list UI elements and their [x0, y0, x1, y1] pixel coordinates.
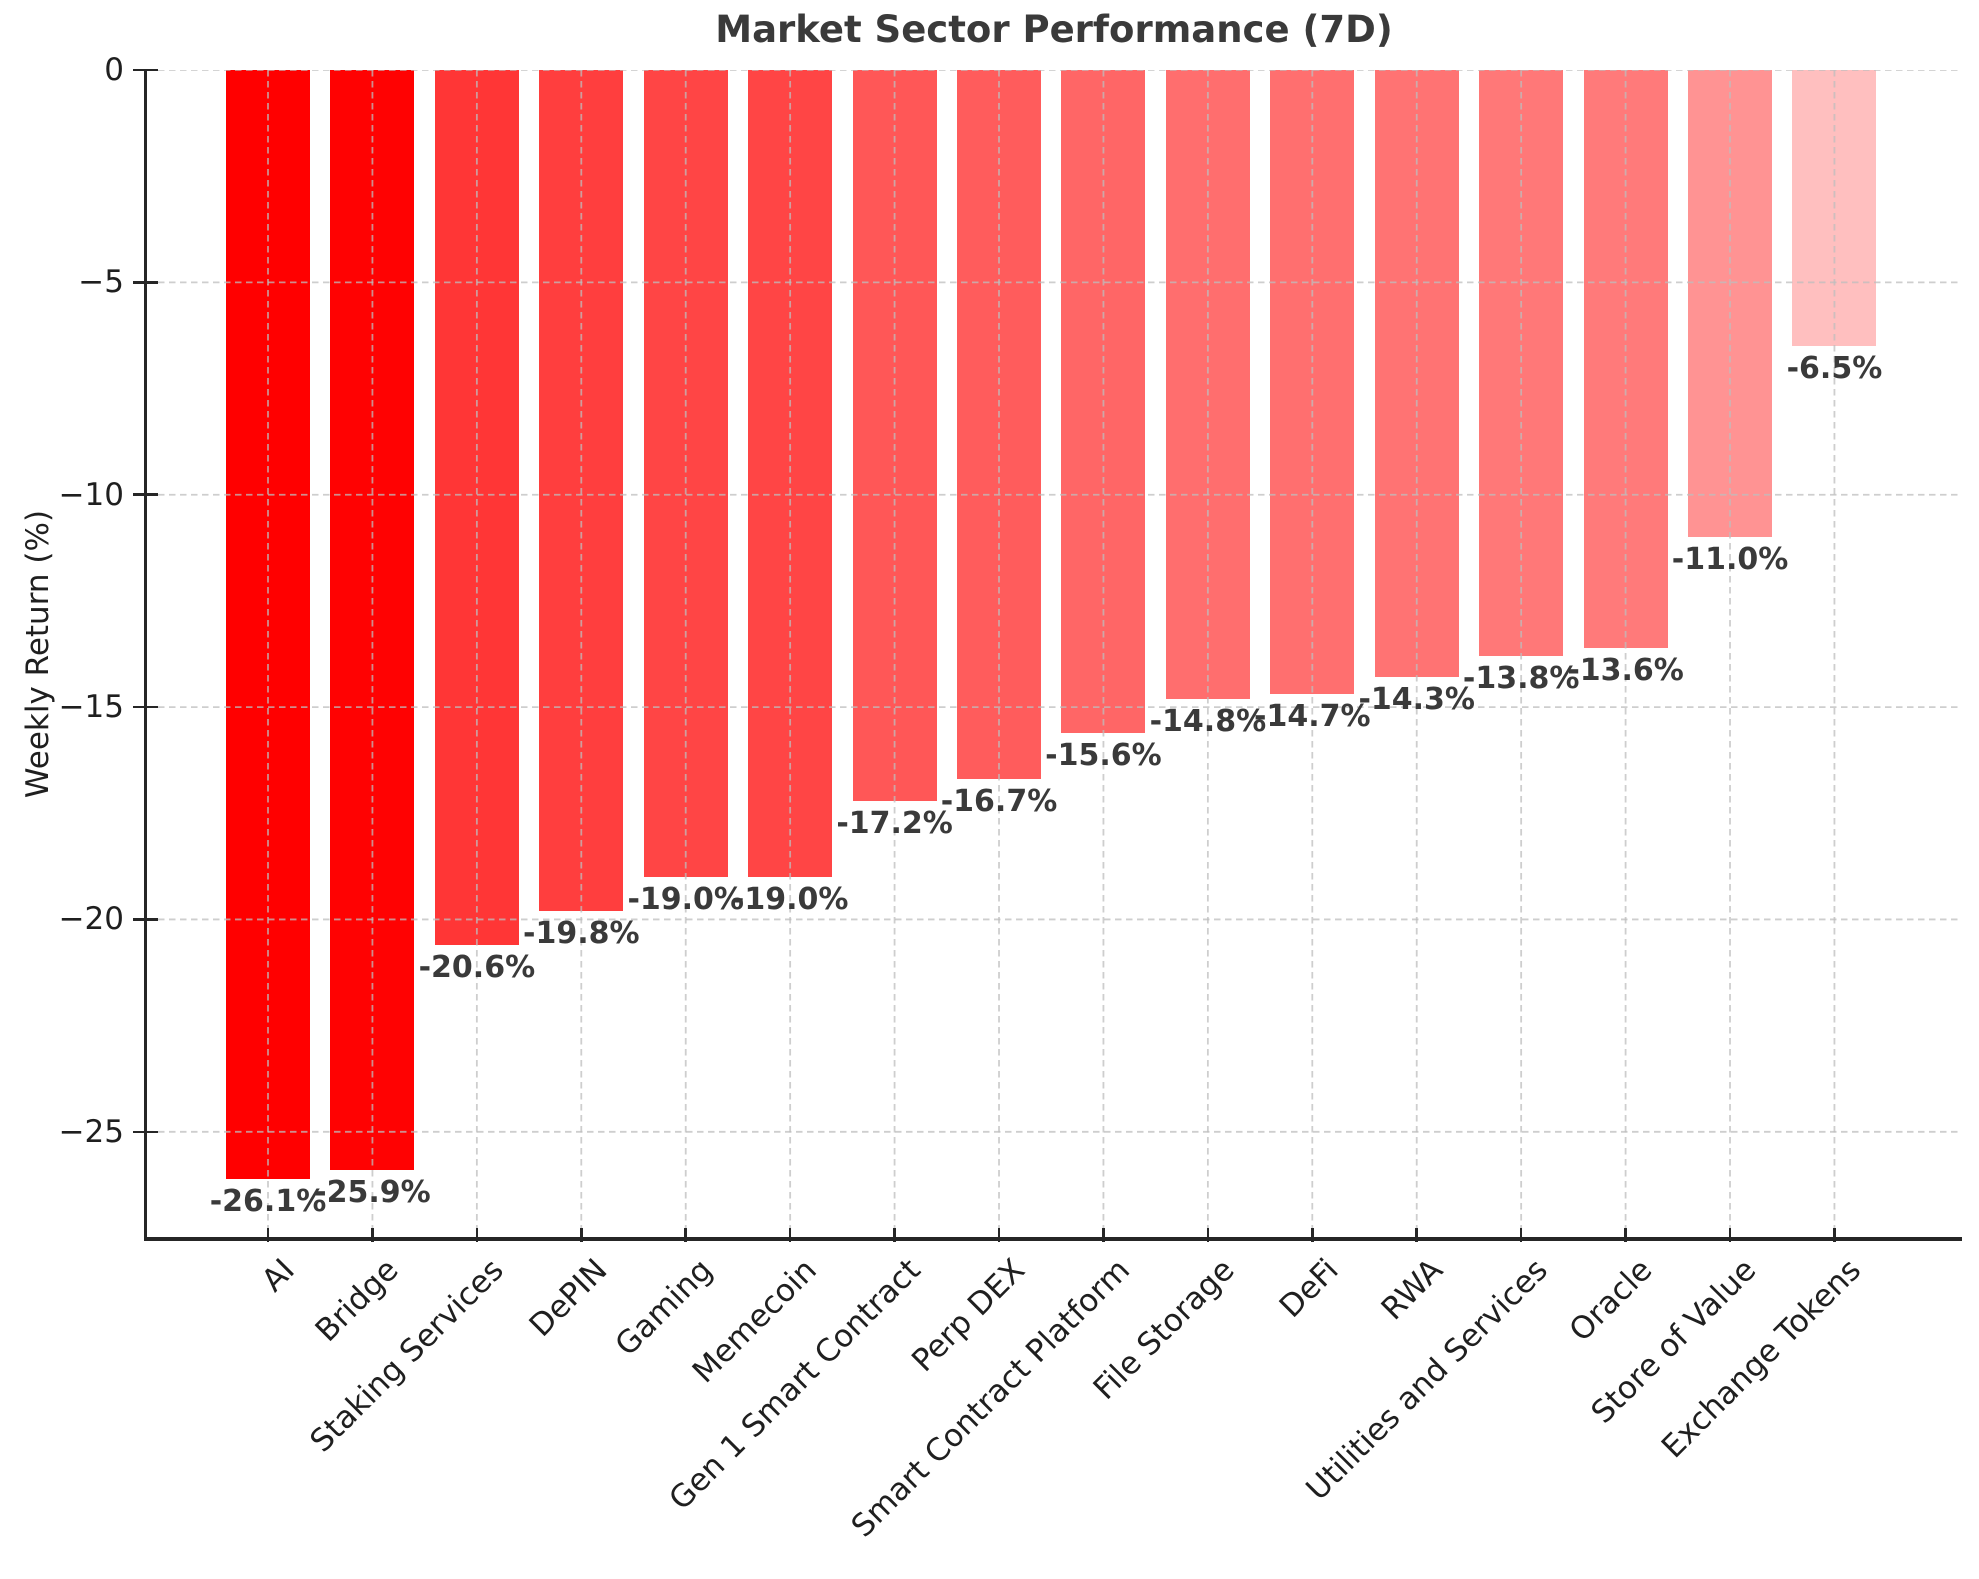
bar-value-label: -19.8% — [523, 915, 640, 951]
bar-depin — [539, 70, 624, 911]
x-tick-label-staking-services: Staking Services — [302, 1251, 511, 1459]
x-tick-mark — [1415, 1228, 1418, 1242]
y-tick-mark — [133, 1130, 158, 1134]
bar-gen-1-smart-contract — [852, 70, 937, 801]
bar-value-label: -13.8% — [1462, 661, 1580, 697]
bar-value-label: -15.6% — [1045, 737, 1162, 773]
bar-value-label: -19.0% — [731, 881, 849, 917]
bar-value-label: -16.7% — [940, 784, 1058, 820]
y-tick-label: −5 — [78, 264, 124, 301]
bar-value-label: -13.6% — [1567, 652, 1684, 688]
bar-value-label: -25.9% — [314, 1175, 431, 1211]
y-tick-mark — [133, 705, 158, 709]
bar-value-label: -20.6% — [418, 949, 536, 985]
x-tick-label-rwa: RWA — [1374, 1251, 1451, 1327]
y-tick-label: 0 — [104, 52, 124, 88]
bar-store-of-value — [1688, 70, 1773, 538]
bar-file-storage — [1165, 70, 1250, 699]
x-tick-mark — [1206, 1228, 1210, 1242]
bar-memecoin — [748, 70, 833, 877]
chart-title: Market Sector Performance (7D) — [715, 8, 1393, 51]
y-tick-label: −10 — [58, 476, 124, 513]
bar-value-label: -6.5% — [1786, 351, 1883, 387]
x-tick-mark — [266, 1228, 270, 1242]
x-tick-mark — [475, 1228, 479, 1242]
y-tick-mark — [133, 68, 158, 72]
bar-value-label: -11.0% — [1671, 542, 1789, 578]
bar-rwa — [1374, 70, 1459, 678]
x-tick-mark — [1833, 1228, 1836, 1242]
bar-exchange-tokens — [1792, 70, 1877, 347]
x-tick-label-bridge: Bridge — [308, 1251, 406, 1349]
x-tick-mark — [893, 1228, 896, 1242]
bar-value-label: -14.3% — [1358, 682, 1475, 718]
x-tick-label-defi: DeFi — [1272, 1251, 1346, 1325]
x-tick-mark — [1519, 1228, 1523, 1242]
bar-value-label: -14.7% — [1254, 699, 1371, 735]
x-axis-spine — [144, 1237, 1962, 1241]
y-axis-label: Weekly Return (%) — [20, 509, 56, 799]
bar-ai — [226, 70, 310, 1179]
x-tick-label-oracle: Oracle — [1562, 1251, 1660, 1349]
y-tick-label: −20 — [58, 901, 124, 938]
bar-value-label: -19.0% — [627, 881, 744, 917]
bar-bridge — [330, 70, 415, 1171]
bar-defi — [1270, 70, 1355, 695]
bar-oracle — [1583, 70, 1668, 648]
bar-value-label: -26.1% — [209, 1183, 327, 1219]
x-tick-mark — [1311, 1228, 1314, 1242]
x-tick-label-ai: AI — [254, 1251, 302, 1299]
x-tick-mark — [1102, 1228, 1105, 1242]
y-tick-mark — [133, 281, 158, 284]
bar-smart-contract-platform — [1061, 70, 1146, 733]
bar-perp-dex — [957, 70, 1041, 780]
x-tick-label-depin: DePIN — [522, 1251, 615, 1344]
x-tick-mark — [1728, 1228, 1732, 1242]
y-tick-mark — [133, 493, 158, 496]
x-tick-mark — [997, 1228, 1001, 1242]
y-tick-mark — [133, 918, 158, 921]
y-tick-label: −15 — [58, 689, 124, 726]
bar-utilities-and-services — [1479, 70, 1564, 657]
bar-value-label: -17.2% — [836, 805, 953, 841]
x-tick-mark — [684, 1228, 687, 1242]
x-tick-mark — [371, 1228, 374, 1242]
y-tick-label: −25 — [58, 1113, 124, 1150]
bar-staking-services — [434, 70, 519, 945]
y-axis-spine — [144, 70, 147, 1238]
bar-gaming — [643, 70, 728, 877]
x-tick-label-exchange-tokens: Exchange Tokens — [1654, 1251, 1868, 1465]
x-tick-mark — [1624, 1228, 1627, 1242]
bar-value-label: -14.8% — [1149, 703, 1267, 739]
x-tick-mark — [788, 1228, 792, 1242]
x-tick-mark — [580, 1228, 583, 1242]
